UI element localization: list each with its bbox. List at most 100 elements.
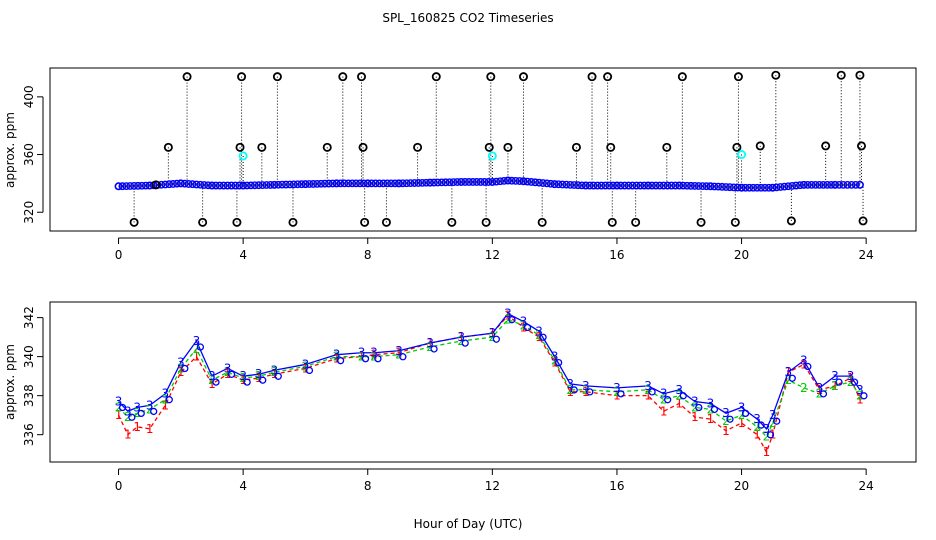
data-point (617, 390, 625, 398)
data-point-fill (558, 180, 567, 189)
data-point-fill (632, 181, 641, 190)
data-point (710, 405, 719, 414)
data-point (492, 335, 500, 343)
data-point-fill (741, 183, 750, 192)
data-point-fill (200, 181, 209, 189)
data-point-fill (784, 182, 793, 191)
data-point-fill (772, 183, 781, 192)
data-point-fill (387, 179, 396, 188)
data-point-fill (651, 181, 660, 190)
data-point-fill (274, 180, 283, 189)
data-point-fill (546, 179, 555, 188)
data-point-fill (539, 179, 547, 187)
series-point-label: 3 (370, 346, 378, 360)
data-point-fill (137, 181, 146, 190)
data-point (270, 180, 279, 189)
data-point-fill (687, 181, 695, 190)
data-point-fill (309, 180, 318, 188)
series-point-label: 1 (816, 383, 824, 397)
series-point-label: 3 (239, 369, 247, 383)
data-point-fill (780, 182, 789, 191)
data-point-fill (453, 178, 462, 186)
data-point-fill (180, 179, 189, 188)
data-point-fill (776, 183, 785, 191)
data-point (503, 176, 512, 185)
data-point-fill (293, 180, 302, 189)
data-point-fill (511, 176, 520, 185)
series-line (118, 318, 861, 438)
data-point-fill (663, 181, 672, 190)
data-point-fill (574, 181, 582, 190)
data-point-fill (352, 179, 360, 188)
series-point-label: 2 (457, 334, 465, 348)
series-point-label: 1 (675, 396, 683, 410)
cyan-point (238, 151, 248, 161)
series-point-label: 3 (224, 361, 232, 375)
data-point-fill (484, 178, 493, 186)
series-point-label: 1 (146, 422, 154, 436)
series-point-label: 2 (582, 383, 590, 397)
outlier-point (696, 217, 706, 227)
panel-top: approx. ppm 0 4 8 12 16 20 24 320 360 400 (3, 67, 917, 262)
data-point (539, 333, 547, 341)
outlier-point (606, 142, 616, 152)
data-point-fill (173, 179, 181, 188)
outlier-point (730, 217, 740, 227)
data-point-fill (141, 181, 150, 190)
series-point-label: 1 (831, 379, 839, 393)
data-point-fill (729, 183, 738, 192)
data-point-fill (285, 180, 294, 189)
outlier-point (755, 141, 765, 151)
series-point-label: 1 (784, 365, 792, 379)
panel-top-axes: 0 4 8 12 16 20 24 320 360 400 (22, 85, 874, 262)
data-point-fill (227, 181, 236, 190)
data-point-fill (449, 178, 458, 187)
outlier-point (836, 70, 846, 80)
data-point (737, 183, 746, 192)
data-point-fill (441, 178, 450, 187)
data-point-fill (344, 179, 353, 188)
data-point (831, 180, 840, 189)
series-point-label: 1 (115, 408, 123, 422)
series-point-label: 1 (224, 367, 232, 381)
data-point-fill (422, 178, 431, 187)
x-tick-label: 12 (485, 248, 500, 262)
outlier-point (518, 72, 528, 82)
x-tick-label: 12 (485, 479, 500, 493)
series-point-label: 3 (763, 422, 771, 436)
series-point-label: 2 (489, 330, 497, 344)
series-point-label: 3 (784, 365, 792, 379)
data-point-fill (278, 180, 286, 189)
data-point-fill (718, 182, 726, 191)
data-point-fill (500, 176, 508, 185)
outlier-point (182, 72, 192, 82)
outlier-point (360, 217, 370, 227)
cyan-point (487, 151, 497, 161)
data-point-fill (683, 181, 691, 190)
series-point-label: 1 (847, 371, 855, 385)
data-point (165, 396, 173, 404)
data-point-fill (764, 183, 773, 192)
x-tick-label: 24 (859, 479, 874, 493)
data-point-fill (375, 179, 384, 188)
series-point-label: 3 (769, 408, 777, 422)
data-point-fill (235, 181, 244, 190)
outlier-point (587, 72, 597, 82)
series-point-label: 3 (177, 355, 185, 369)
data-point-fill (628, 181, 637, 190)
outlier-point (237, 72, 247, 82)
panel-top-frame (49, 67, 917, 232)
series-point-label: 2 (133, 406, 141, 420)
data-point (850, 378, 859, 386)
data-point (835, 378, 843, 386)
series-point-label: 3 (856, 383, 864, 397)
series-point-label: 1 (270, 367, 278, 381)
data-point-fill (640, 181, 649, 190)
outlier-point (232, 217, 242, 227)
series-point-label: 3 (644, 379, 652, 393)
data-point-fill (219, 181, 228, 190)
data-point-fill (655, 181, 664, 190)
x-tick-label: 4 (239, 248, 247, 262)
